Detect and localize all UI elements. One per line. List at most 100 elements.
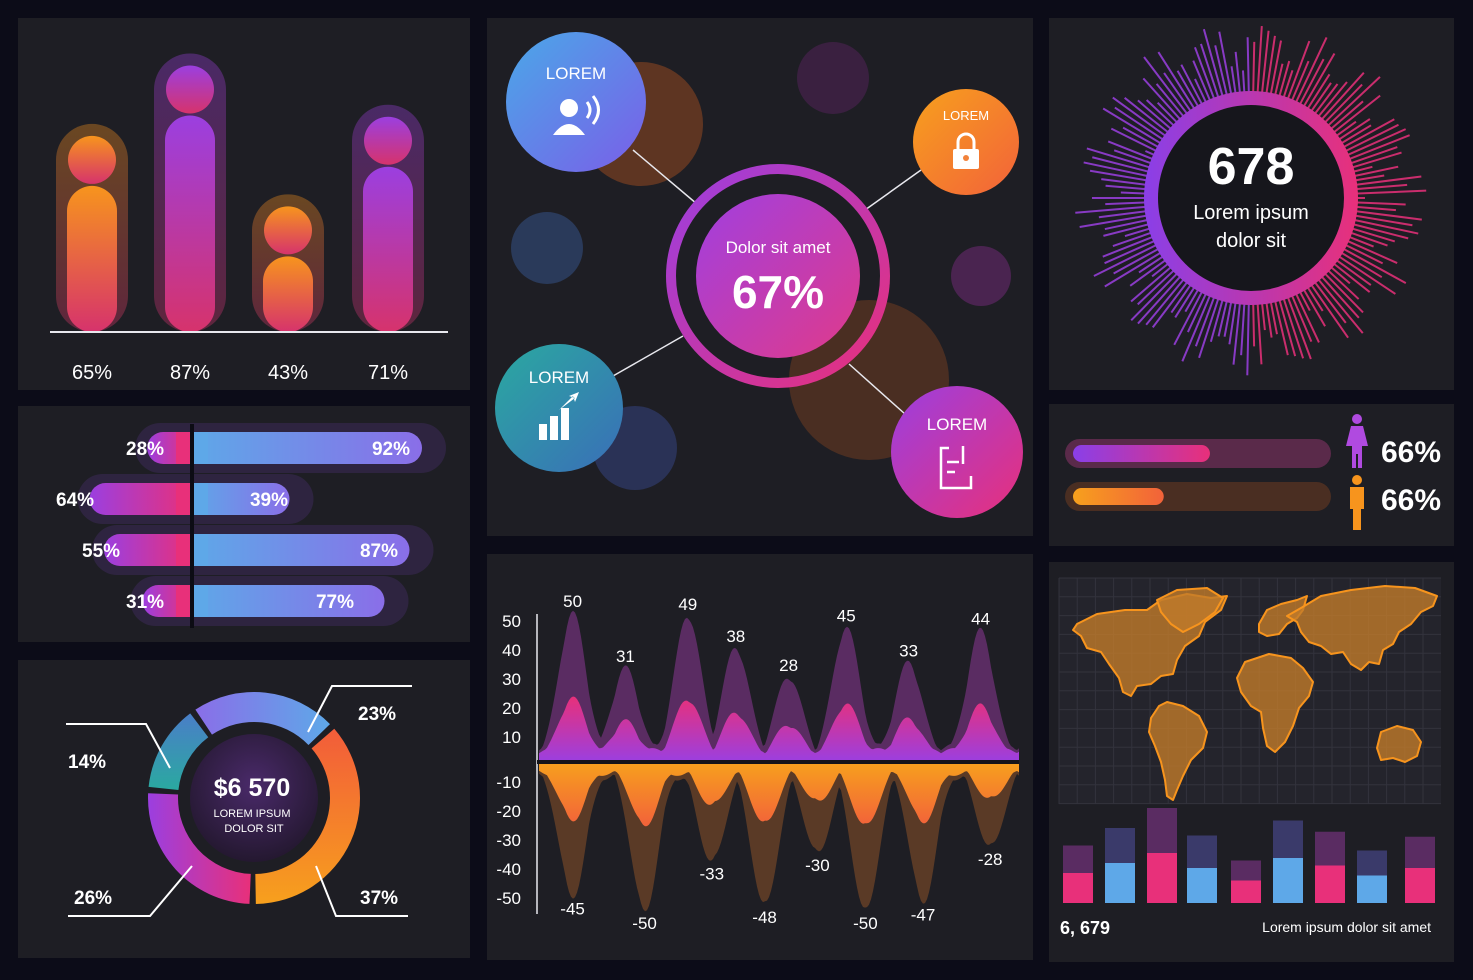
- user-voice-icon: [553, 95, 600, 135]
- bubble: [511, 212, 583, 284]
- right-bar: [192, 432, 422, 464]
- burst-ray: [1122, 126, 1161, 149]
- node-lorem-doc[interactable]: LOREM: [891, 386, 1023, 518]
- burst-ray: [1156, 101, 1179, 125]
- female-icon: [1346, 414, 1368, 468]
- tick-label: 71%: [368, 362, 408, 384]
- node-lorem-lock[interactable]: LOREM: [913, 89, 1019, 195]
- burst-ray: [1290, 60, 1310, 103]
- burst-ray: [1101, 178, 1148, 186]
- burst-ray: [1151, 261, 1171, 278]
- burst-ray: [1319, 72, 1365, 122]
- left-bar: [104, 534, 192, 566]
- burst-ray: [1326, 76, 1381, 128]
- network-panel: Dolor sit amet 67% LOREM LOREM: [487, 18, 1033, 536]
- burst-ray: [1354, 183, 1408, 191]
- donut-center-label: DOLOR SIT: [224, 823, 284, 835]
- burst-ray: [1298, 289, 1311, 312]
- left-bar-end: [176, 585, 192, 617]
- leader-line: [315, 865, 408, 917]
- burst-gauge: 678 Lorem ipsum dolor sit: [1075, 26, 1427, 376]
- burst-ray: [1354, 205, 1397, 212]
- burst-ray: [1352, 165, 1399, 178]
- burst-core: [1158, 105, 1344, 291]
- burst-ray: [1351, 165, 1373, 174]
- slice-label: 37%: [360, 888, 398, 909]
- mini-bar: [1147, 853, 1177, 903]
- donut-center-value: $6 570: [214, 774, 290, 802]
- leader-line: [68, 865, 193, 917]
- burst-ray: [1302, 287, 1326, 327]
- burst-ray: [1145, 99, 1176, 128]
- y-tick-label: 10: [502, 728, 521, 747]
- bar-chart-icon: [539, 392, 579, 440]
- node-lorem-voice[interactable]: LOREM: [506, 32, 646, 172]
- peak-label: 50: [563, 592, 582, 611]
- burst-ray: [1334, 120, 1357, 138]
- burst-ray: [1105, 201, 1148, 206]
- burst-ray: [1354, 210, 1422, 221]
- slice-label: 26%: [74, 888, 112, 909]
- mini-bar: [1315, 865, 1345, 903]
- left-bar: [89, 483, 192, 515]
- burst-ray: [1113, 149, 1154, 165]
- leader-line: [66, 723, 171, 769]
- peak-label: 44: [971, 609, 990, 628]
- node-label: LOREM: [546, 64, 606, 83]
- burst-ray: [1176, 70, 1200, 109]
- burst-ray: [1230, 66, 1237, 96]
- burst-ray: [1305, 73, 1331, 111]
- burst-ray: [1234, 51, 1242, 95]
- burst-ray: [1294, 291, 1320, 343]
- burst-ray: [1083, 161, 1150, 178]
- burst-ray: [1173, 289, 1204, 346]
- burst-ray: [1184, 287, 1200, 313]
- donut-panel: 23% 37% 26% 14% $6 570 LOREM IPSUM DOLOR…: [18, 660, 470, 958]
- male-progress-fill: [1073, 488, 1164, 505]
- burst-ray: [1339, 124, 1372, 145]
- right-bar-start: [192, 432, 208, 464]
- bubble: [797, 42, 869, 114]
- burst-ray: [1350, 227, 1396, 243]
- burst-ray: [1079, 214, 1149, 228]
- right-value-label: 92%: [372, 439, 410, 460]
- burst-ray: [1137, 274, 1183, 325]
- y-tick-label: -50: [496, 889, 521, 908]
- burst-ray: [1337, 118, 1371, 142]
- burst-ray: [1323, 271, 1364, 314]
- connector: [612, 335, 684, 377]
- positive-series-outer: [539, 610, 1019, 762]
- peak-label: -50: [853, 914, 878, 933]
- burst-ray: [1089, 169, 1149, 182]
- bar: [165, 115, 215, 332]
- document-edit-icon: [939, 446, 973, 490]
- burst-ray: [1098, 210, 1148, 219]
- positive-series-inner: [539, 696, 1019, 762]
- burst-ray: [1174, 285, 1197, 318]
- burst-ray: [1313, 83, 1339, 116]
- burst-ray: [1202, 28, 1224, 99]
- left-bar-end: [176, 432, 192, 464]
- footer-caption: Lorem ipsum dolor sit amet: [1262, 919, 1431, 935]
- burst-ray: [1256, 301, 1263, 365]
- donut-slice: [195, 692, 330, 746]
- right-value-label: 39%: [250, 490, 288, 511]
- slice-label: 14%: [68, 752, 106, 773]
- burst-ray: [1345, 128, 1407, 157]
- right-bar-start: [192, 534, 208, 566]
- burst-ray: [1298, 58, 1325, 107]
- y-tick-label: -10: [496, 773, 521, 792]
- burst-label: dolor sit: [1216, 230, 1286, 252]
- burst-ray: [1246, 301, 1250, 376]
- peak-label: -30: [805, 856, 830, 875]
- burst-ray: [1353, 174, 1385, 182]
- burst-ray: [1209, 297, 1224, 343]
- peak-label: -50: [632, 914, 657, 933]
- burst-ray: [1354, 175, 1422, 186]
- donut-slice: [148, 793, 251, 904]
- node-lorem-chart[interactable]: LOREM: [495, 344, 623, 472]
- center-circle: [696, 194, 860, 358]
- burst-ray: [1104, 251, 1163, 288]
- right-value-label: 77%: [316, 592, 354, 613]
- burst-ray: [1110, 127, 1159, 153]
